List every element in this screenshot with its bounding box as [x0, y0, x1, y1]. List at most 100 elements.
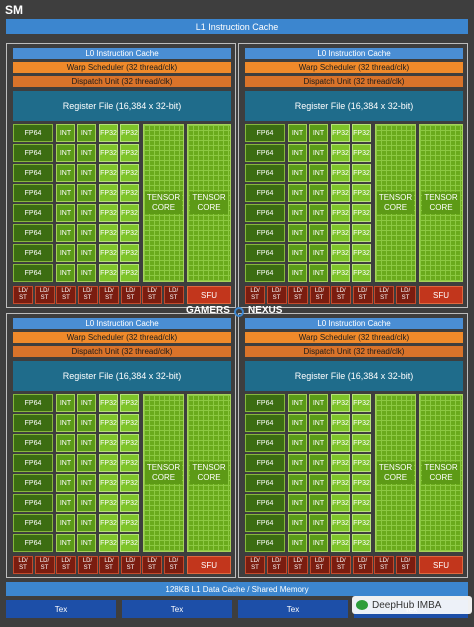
- int-unit: INT: [288, 264, 307, 282]
- ld-st-unit: LD/ST: [309, 556, 330, 574]
- fp32-unit: FP32: [120, 204, 139, 222]
- ldst-line-1: LD/: [125, 558, 136, 564]
- tensor-line-1: TENSOR: [377, 462, 414, 473]
- int-unit: INT: [288, 474, 307, 492]
- ldst-line-1: LD/: [82, 288, 93, 294]
- ldst-line-2: ST: [358, 295, 367, 301]
- fp32-unit: FP32: [352, 144, 371, 162]
- ldst-line-2: ST: [315, 565, 324, 571]
- fp32-unit: FP32: [331, 514, 350, 532]
- ld-st-unit: LD/ST: [266, 556, 287, 574]
- ldst-line-2: ST: [401, 295, 410, 301]
- int-unit: INT: [56, 184, 75, 202]
- tensor-core-2: TENSOR CORE: [419, 124, 463, 282]
- int-unit: INT: [56, 264, 75, 282]
- int-unit: INT: [288, 184, 307, 202]
- ldst-line-2: ST: [380, 565, 388, 571]
- ldst-line-2: ST: [83, 565, 92, 571]
- int-unit: INT: [77, 144, 96, 162]
- ld-st-unit: LD/ST: [374, 556, 394, 574]
- ld-st-unit: LD/ST: [142, 556, 162, 574]
- ld-st-unit: LD/ST: [77, 286, 98, 304]
- fp32-unit: FP32: [331, 124, 350, 142]
- int-unit: INT: [56, 414, 75, 432]
- fp32-unit: FP32: [352, 474, 371, 492]
- int-unit: INT: [77, 164, 96, 182]
- fp32-unit: FP32: [99, 394, 118, 412]
- fp32-unit: FP32: [331, 534, 350, 552]
- ldst-line-1: LD/: [104, 558, 114, 564]
- ld-st-unit: LD/ST: [309, 286, 330, 304]
- ldst-line-2: ST: [62, 295, 70, 301]
- ldst-line-1: LD/: [336, 288, 346, 294]
- register-file: Register File (16,384 x 32-bit): [13, 91, 231, 121]
- ldst-line-2: ST: [40, 565, 49, 571]
- ldst-line-1: LD/: [336, 558, 346, 564]
- int-unit: INT: [77, 124, 96, 142]
- fp32-unit: FP32: [99, 244, 118, 262]
- l1-data-cache: 128KB L1 Data Cache / Shared Memory: [6, 582, 468, 596]
- fp32-unit: FP32: [352, 124, 371, 142]
- tensor-line-2: CORE: [196, 202, 222, 213]
- int-unit: INT: [77, 414, 96, 432]
- tensor-core-2: TENSOR CORE: [419, 394, 463, 552]
- tensor-core-1: TENSOR CORE: [375, 394, 416, 552]
- l0-instruction-cache: L0 Instruction Cache: [13, 48, 231, 59]
- fp64-unit: FP64: [245, 494, 285, 512]
- tensor-line-1: TENSOR: [191, 192, 227, 203]
- ldst-line-1: LD/: [104, 288, 114, 294]
- tensor-core-label: TENSOR CORE: [190, 192, 228, 214]
- ldst-line-1: LD/: [82, 558, 93, 564]
- int-unit: INT: [56, 474, 75, 492]
- fp32-unit: FP32: [331, 454, 350, 472]
- ld-st-unit: LD/ST: [288, 556, 308, 574]
- ld-st-unit: LD/ST: [142, 286, 162, 304]
- tex-unit-2: Tex: [122, 600, 232, 618]
- fp32-unit: FP32: [352, 394, 371, 412]
- fp64-unit: FP64: [245, 474, 285, 492]
- ldst-line-2: ST: [358, 565, 367, 571]
- int-unit: INT: [56, 144, 75, 162]
- int-unit: INT: [288, 124, 307, 142]
- int-unit: INT: [309, 264, 328, 282]
- fp32-unit: FP32: [99, 204, 118, 222]
- ld-st-unit: LD/ST: [352, 286, 373, 304]
- ld-st-unit: LD/ST: [56, 286, 76, 304]
- ldst-line-2: ST: [169, 295, 178, 301]
- ld-st-unit: LD/ST: [331, 286, 351, 304]
- fp32-unit: FP32: [120, 494, 139, 512]
- ld-st-unit: LD/ST: [288, 286, 308, 304]
- fp64-unit: FP64: [245, 394, 285, 412]
- ld-st-unit: LD/ST: [34, 286, 55, 304]
- tensor-core-label: TENSOR CORE: [190, 462, 228, 484]
- dispatch-unit: Dispatch Unit (32 thread/clk): [13, 346, 231, 357]
- int-unit: INT: [288, 164, 307, 182]
- ld-st-unit: LD/ST: [13, 556, 33, 574]
- fp32-unit: FP32: [352, 454, 371, 472]
- fp32-unit: FP32: [120, 224, 139, 242]
- ld-st-unit: LD/ST: [56, 556, 76, 574]
- l0-instruction-cache: L0 Instruction Cache: [245, 48, 463, 59]
- ld-st-unit: LD/ST: [374, 286, 394, 304]
- ld-st-unit: LD/ST: [163, 556, 184, 574]
- tensor-line-1: TENSOR: [423, 462, 459, 473]
- dispatch-unit: Dispatch Unit (32 thread/clk): [13, 76, 231, 87]
- fp64-unit: FP64: [13, 534, 53, 552]
- fp64-unit: FP64: [13, 164, 53, 182]
- fp32-unit: FP32: [120, 474, 139, 492]
- tensor-core-label: TENSOR CORE: [144, 462, 183, 484]
- ldst-line-2: ST: [169, 565, 178, 571]
- tensor-line-2: CORE: [150, 202, 177, 213]
- fp64-unit: FP64: [13, 124, 53, 142]
- int-unit: INT: [309, 204, 328, 222]
- fp32-unit: FP32: [120, 534, 139, 552]
- sfu-unit: SFU: [187, 556, 231, 574]
- ldst-line-1: LD/: [18, 288, 28, 294]
- ld-st-unit: LD/ST: [395, 556, 416, 574]
- fp64-unit: FP64: [245, 434, 285, 452]
- wechat-badge-text: DeepHub IMBA: [372, 599, 442, 611]
- fp64-unit: FP64: [245, 184, 285, 202]
- int-unit: INT: [288, 204, 307, 222]
- fp64-unit: FP64: [13, 264, 53, 282]
- fp32-unit: FP32: [120, 184, 139, 202]
